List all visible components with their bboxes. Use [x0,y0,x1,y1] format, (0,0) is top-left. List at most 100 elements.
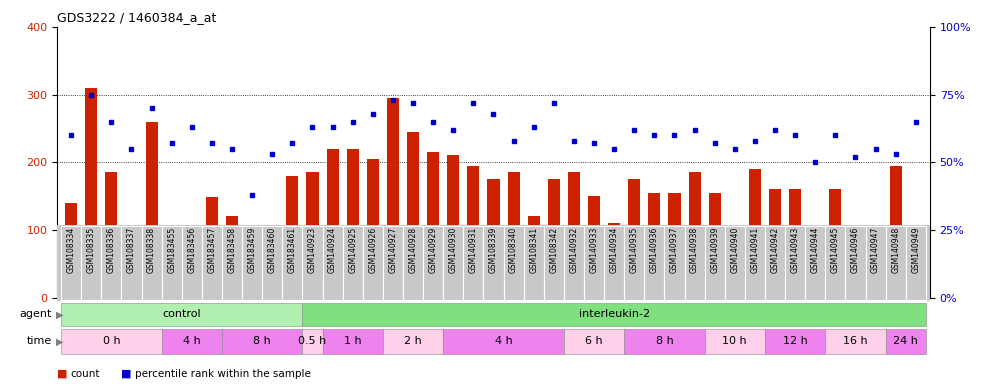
Bar [82,226,101,300]
Bar [705,226,725,300]
Text: agent: agent [20,310,52,319]
Bar [363,226,383,300]
Bar [463,226,483,300]
Text: 2 h: 2 h [404,336,422,346]
Bar [202,226,222,300]
Text: GSM140928: GSM140928 [408,227,417,273]
Bar [564,329,624,354]
Bar [886,226,905,300]
Bar [830,189,841,298]
Bar [121,226,142,300]
Bar [624,329,705,354]
Bar [708,193,720,298]
Text: GSM140941: GSM140941 [751,227,760,273]
Bar [222,329,302,354]
Text: GSM140929: GSM140929 [429,227,438,273]
Bar [342,226,363,300]
Bar [467,166,479,298]
Bar [826,226,845,300]
Text: ■: ■ [57,369,68,379]
Text: GSM140949: GSM140949 [911,227,920,273]
Bar [809,247,822,298]
Text: GSM140934: GSM140934 [610,227,619,273]
Bar [302,303,926,326]
Bar [805,226,826,300]
Text: GSM140924: GSM140924 [328,227,338,273]
Bar [849,250,862,298]
Bar [242,226,262,300]
Bar [447,156,460,298]
Text: GSM108340: GSM108340 [509,227,519,273]
Text: GSM140940: GSM140940 [730,227,739,273]
Bar [604,226,624,300]
Text: GSM183456: GSM183456 [187,227,197,273]
Text: 6 h: 6 h [585,336,603,346]
Text: GSM108342: GSM108342 [549,227,558,273]
Text: GSM140935: GSM140935 [630,227,639,273]
Text: GSM140926: GSM140926 [368,227,377,273]
Bar [226,217,238,298]
Text: GSM108335: GSM108335 [87,227,95,273]
Text: GSM140947: GSM140947 [871,227,880,273]
Bar [146,122,157,298]
Bar [749,169,761,298]
Bar [548,179,560,298]
Bar [845,226,866,300]
Text: 24 h: 24 h [893,336,918,346]
Text: 12 h: 12 h [782,336,808,346]
Text: control: control [162,310,201,319]
Text: GSM140927: GSM140927 [389,227,398,273]
Bar [86,88,97,298]
Text: GDS3222 / 1460384_a_at: GDS3222 / 1460384_a_at [57,11,216,24]
Text: interleukin-2: interleukin-2 [579,310,649,319]
Text: GSM140945: GSM140945 [830,227,840,273]
Text: GSM140943: GSM140943 [790,227,800,273]
Text: GSM108338: GSM108338 [147,227,156,273]
Text: GSM183458: GSM183458 [227,227,236,273]
Text: GSM140930: GSM140930 [449,227,458,273]
Bar [125,243,138,298]
Bar [407,132,419,298]
Text: GSM140942: GSM140942 [770,227,779,273]
Text: GSM140931: GSM140931 [468,227,478,273]
Bar [262,226,282,300]
Text: GSM140946: GSM140946 [851,227,860,273]
Text: GSM140937: GSM140937 [670,227,679,273]
Text: GSM108334: GSM108334 [67,227,76,273]
Bar [165,243,178,298]
Bar [668,193,681,298]
Bar [367,159,379,298]
Bar [910,260,922,298]
Bar [182,226,202,300]
Text: GSM140923: GSM140923 [308,227,317,273]
Bar [423,226,443,300]
Bar [267,257,278,298]
Bar [487,179,500,298]
Text: time: time [27,336,52,346]
Text: GSM140948: GSM140948 [892,227,900,273]
Bar [564,226,584,300]
Text: GSM140933: GSM140933 [589,227,598,273]
Text: GSM108337: GSM108337 [127,227,136,273]
Bar [403,226,423,300]
Bar [769,189,781,298]
Text: ■: ■ [121,369,132,379]
Bar [383,226,403,300]
Bar [886,329,926,354]
Bar [664,226,685,300]
Text: ▶: ▶ [56,336,64,346]
Text: GSM140939: GSM140939 [710,227,719,273]
Bar [523,226,544,300]
Text: 1 h: 1 h [343,336,361,346]
Bar [443,226,463,300]
Text: 8 h: 8 h [253,336,271,346]
Bar [866,226,886,300]
Bar [705,329,765,354]
Text: GSM183459: GSM183459 [248,227,257,273]
Text: GSM108336: GSM108336 [107,227,116,273]
Bar [427,152,439,298]
Bar [61,226,82,300]
Bar [645,226,664,300]
Text: 4 h: 4 h [183,336,201,346]
Bar [161,329,222,354]
